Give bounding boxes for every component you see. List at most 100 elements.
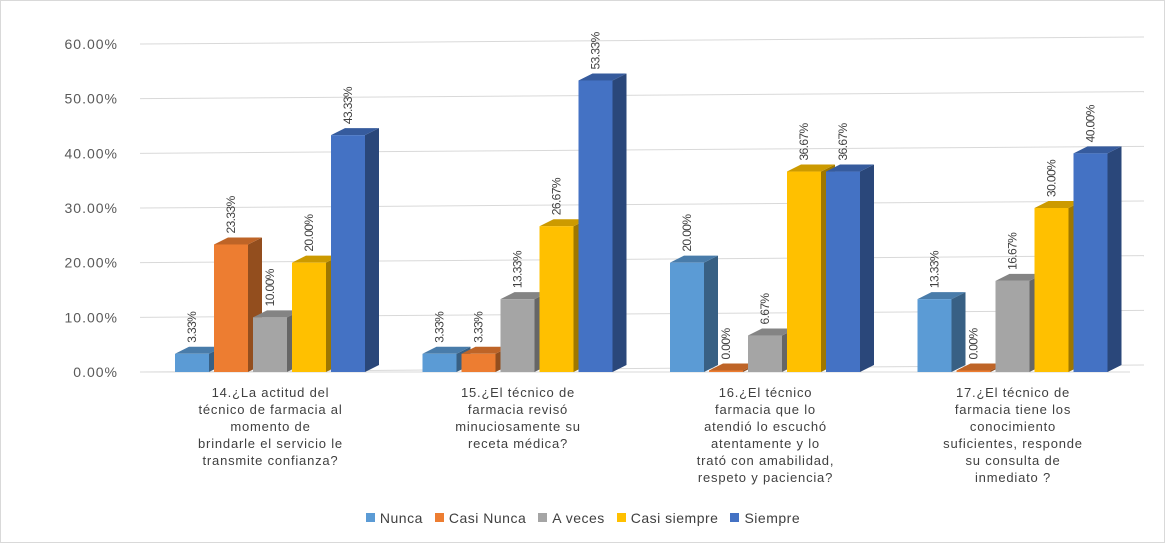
bar-top <box>1073 146 1122 154</box>
legend-label: Nunca <box>379 510 423 526</box>
bar-top <box>826 164 874 172</box>
data-label: 3.33% <box>185 311 199 343</box>
bar-front <box>175 353 209 372</box>
gridline <box>139 145 1145 154</box>
y-tick-label: 20.00% <box>65 255 118 271</box>
data-label: 43.33% <box>341 86 355 124</box>
bar-front <box>500 299 535 372</box>
bar-top <box>461 346 510 354</box>
bar-front <box>578 80 613 372</box>
bar-front <box>670 262 704 372</box>
y-tick-label: 0.00% <box>73 364 118 380</box>
data-label: 3.33% <box>472 311 486 343</box>
x-category-label: 16.¿El técnico farmacia que lo atendió lo … <box>697 385 834 485</box>
chart-legend: Nunca Casi Nunca A veces Casi siempre Siempr… <box>0 510 1166 526</box>
data-label: 23.33% <box>224 195 238 233</box>
y-tick-label: 40.00% <box>65 145 118 161</box>
legend-swatch <box>365 513 375 522</box>
bar-side <box>704 255 718 372</box>
bar-top <box>331 128 379 136</box>
bar-front <box>292 262 326 372</box>
bar-front <box>461 353 496 372</box>
bar-top <box>1034 201 1083 208</box>
data-label: 53.33% <box>589 31 603 69</box>
data-label: 20.00% <box>302 214 316 252</box>
legend-label: Casi siempre <box>630 510 719 526</box>
data-label: 3.33% <box>433 311 447 343</box>
bar-front <box>709 370 743 372</box>
gridline <box>139 91 1145 100</box>
bar-side <box>365 128 379 372</box>
y-tick-label: 10.00% <box>65 309 118 325</box>
bar-front <box>539 226 574 372</box>
bar-front <box>253 317 287 372</box>
bar-top <box>917 292 966 300</box>
data-label: 6.67% <box>758 293 772 325</box>
bar-top <box>748 328 796 336</box>
bar-side <box>860 164 874 372</box>
legend-label: Siempre <box>744 510 801 526</box>
bar-front <box>1073 153 1108 372</box>
bar-front <box>214 244 248 372</box>
bar-top <box>956 363 1005 371</box>
data-label: 0.00% <box>967 328 981 360</box>
bar-front <box>422 353 457 372</box>
data-label: 13.33% <box>928 250 942 288</box>
data-label: 30.00% <box>1045 159 1059 197</box>
data-label: 13.33% <box>511 250 525 288</box>
bar-top <box>670 255 718 263</box>
legend-swatch <box>616 513 626 522</box>
bar-front <box>331 135 365 372</box>
data-label: 40.00% <box>1084 104 1098 142</box>
bar-front <box>1034 208 1069 372</box>
bar-front <box>826 171 860 372</box>
bar-side <box>612 73 627 372</box>
legend-item: Nunca <box>365 510 423 526</box>
data-label: 26.67% <box>550 177 564 215</box>
y-tick-label: 50.00% <box>65 91 118 107</box>
bar-front <box>787 171 821 372</box>
bar <box>917 292 966 372</box>
legend-item: A veces <box>538 510 605 526</box>
bar-top <box>709 363 757 371</box>
legend-item: Casi siempre <box>616 510 719 526</box>
bar <box>670 255 718 372</box>
bar <box>826 164 874 372</box>
bar <box>331 128 379 372</box>
bar <box>995 273 1044 372</box>
x-category-label: 17.¿El técnico de farmacia tiene los conoc… <box>943 385 1083 485</box>
legend-swatch <box>538 513 548 522</box>
y-tick-label: 60.00% <box>65 36 118 52</box>
data-label: 16.67% <box>1006 232 1020 270</box>
bar-top <box>539 219 588 227</box>
legend-label: A veces <box>552 510 605 526</box>
bar <box>214 237 262 372</box>
bar-side <box>951 292 966 372</box>
data-label: 10.00% <box>263 268 277 306</box>
bar-top <box>253 310 301 318</box>
bar-top <box>422 346 471 354</box>
bar-side <box>1107 146 1122 372</box>
data-label: 20.00% <box>680 214 694 252</box>
bar-top <box>292 255 340 263</box>
data-label: 36.67% <box>797 123 811 161</box>
bar-top <box>500 292 549 300</box>
data-label: 36.67% <box>836 123 850 161</box>
bar-top <box>175 346 223 354</box>
data-label: 0.00% <box>719 328 733 360</box>
bar-top <box>214 237 262 245</box>
bar-front <box>956 370 991 372</box>
bar-top <box>578 73 627 81</box>
legend-swatch <box>730 513 740 522</box>
bar-front <box>917 299 952 372</box>
gridline <box>139 36 1145 45</box>
x-category-label: 14.¿La actitud del técnico de farmacia al… <box>198 385 343 468</box>
y-tick-label: 30.00% <box>65 200 118 216</box>
x-category-label: 15.¿El técnico de farmacia revisó minucios… <box>455 385 581 451</box>
bar-front <box>748 335 782 372</box>
legend-label: Casi Nunca <box>448 510 527 526</box>
gridline <box>139 200 1145 209</box>
bar-top <box>995 273 1044 281</box>
